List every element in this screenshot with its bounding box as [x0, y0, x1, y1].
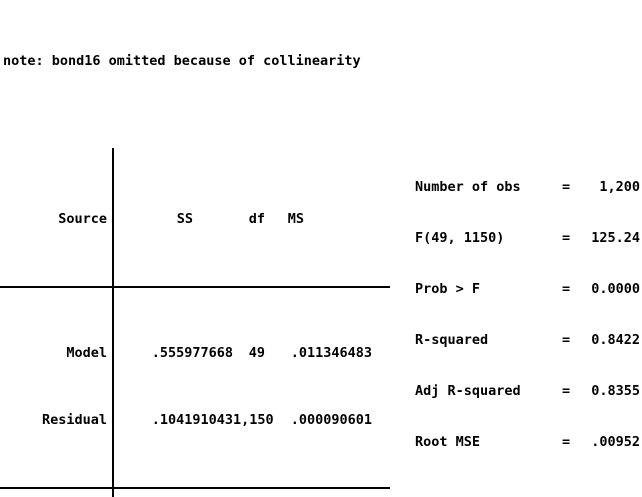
anova-row-model: Model .555977668 49 .011346483	[0, 344, 390, 363]
stat-root-mse: Root MSE = .00952	[390, 433, 642, 452]
anova-header-ss: SS	[176, 211, 193, 227]
stat-number-of-obs: Number of obs = 1,200	[390, 178, 642, 197]
stat-label: Number of obs	[415, 179, 521, 195]
anova-table: Source SS df MS Model .555977668 49 .011…	[0, 146, 390, 497]
ss-cell: .104191043	[151, 412, 233, 428]
equals-sign: =	[562, 230, 571, 246]
equals-sign: =	[562, 383, 571, 399]
anova-header-source: Source	[58, 211, 107, 227]
stat-label: Root MSE	[415, 434, 481, 450]
horizontal-rule	[0, 486, 390, 489]
stat-prob-f: Prob > F = 0.0000	[390, 280, 642, 299]
equals-sign: =	[562, 179, 571, 195]
stat-value: 125.24	[591, 230, 640, 246]
source-cell: Model	[66, 345, 107, 361]
stat-label: R-squared	[415, 332, 489, 348]
horizontal-rule	[0, 285, 390, 288]
stat-f: F(49, 1150) = 125.24	[390, 229, 642, 248]
anova-row-residual: Residual .104191043 1,150 .000090601	[0, 411, 390, 430]
stat-label: Prob > F	[415, 281, 481, 297]
stat-value: 1,200	[599, 179, 640, 195]
ms-cell: .000090601	[290, 412, 372, 428]
stat-value: 0.0000	[591, 281, 640, 297]
anova-divider-bar	[112, 148, 114, 497]
stat-value: 0.8422	[591, 332, 640, 348]
equals-sign: =	[562, 434, 571, 450]
df-cell: 1,150	[233, 412, 274, 428]
equals-sign: =	[562, 281, 571, 297]
anova-header-ms: MS	[287, 211, 304, 227]
equals-sign: =	[562, 332, 571, 348]
anova-header-df: df	[248, 211, 265, 227]
anova-section: Source SS df MS Model .555977668 49 .011…	[0, 146, 642, 497]
source-cell: Residual	[41, 412, 107, 428]
anova-rule-top	[0, 277, 390, 296]
df-cell: 49	[248, 345, 265, 361]
stat-r-squared: R-squared = 0.8422	[390, 331, 642, 350]
stat-value: .00952	[591, 434, 640, 450]
anova-rule-bottom	[0, 478, 390, 497]
stat-value: 0.8355	[591, 383, 640, 399]
stat-label: F(49, 1150)	[415, 230, 505, 246]
anova-header-row: Source SS df MS	[0, 210, 390, 229]
stat-adj-r-squared: Adj R-squared = 0.8355	[390, 382, 642, 401]
ss-cell: .555977668	[151, 345, 233, 361]
collinearity-note: note: bond16 omitted because of collinea…	[3, 53, 361, 69]
stat-label: Adj R-squared	[415, 383, 521, 399]
ms-cell: .011346483	[290, 345, 372, 361]
model-stats: Number of obs = 1,200 F(49, 1150) = 125.…	[390, 146, 642, 497]
